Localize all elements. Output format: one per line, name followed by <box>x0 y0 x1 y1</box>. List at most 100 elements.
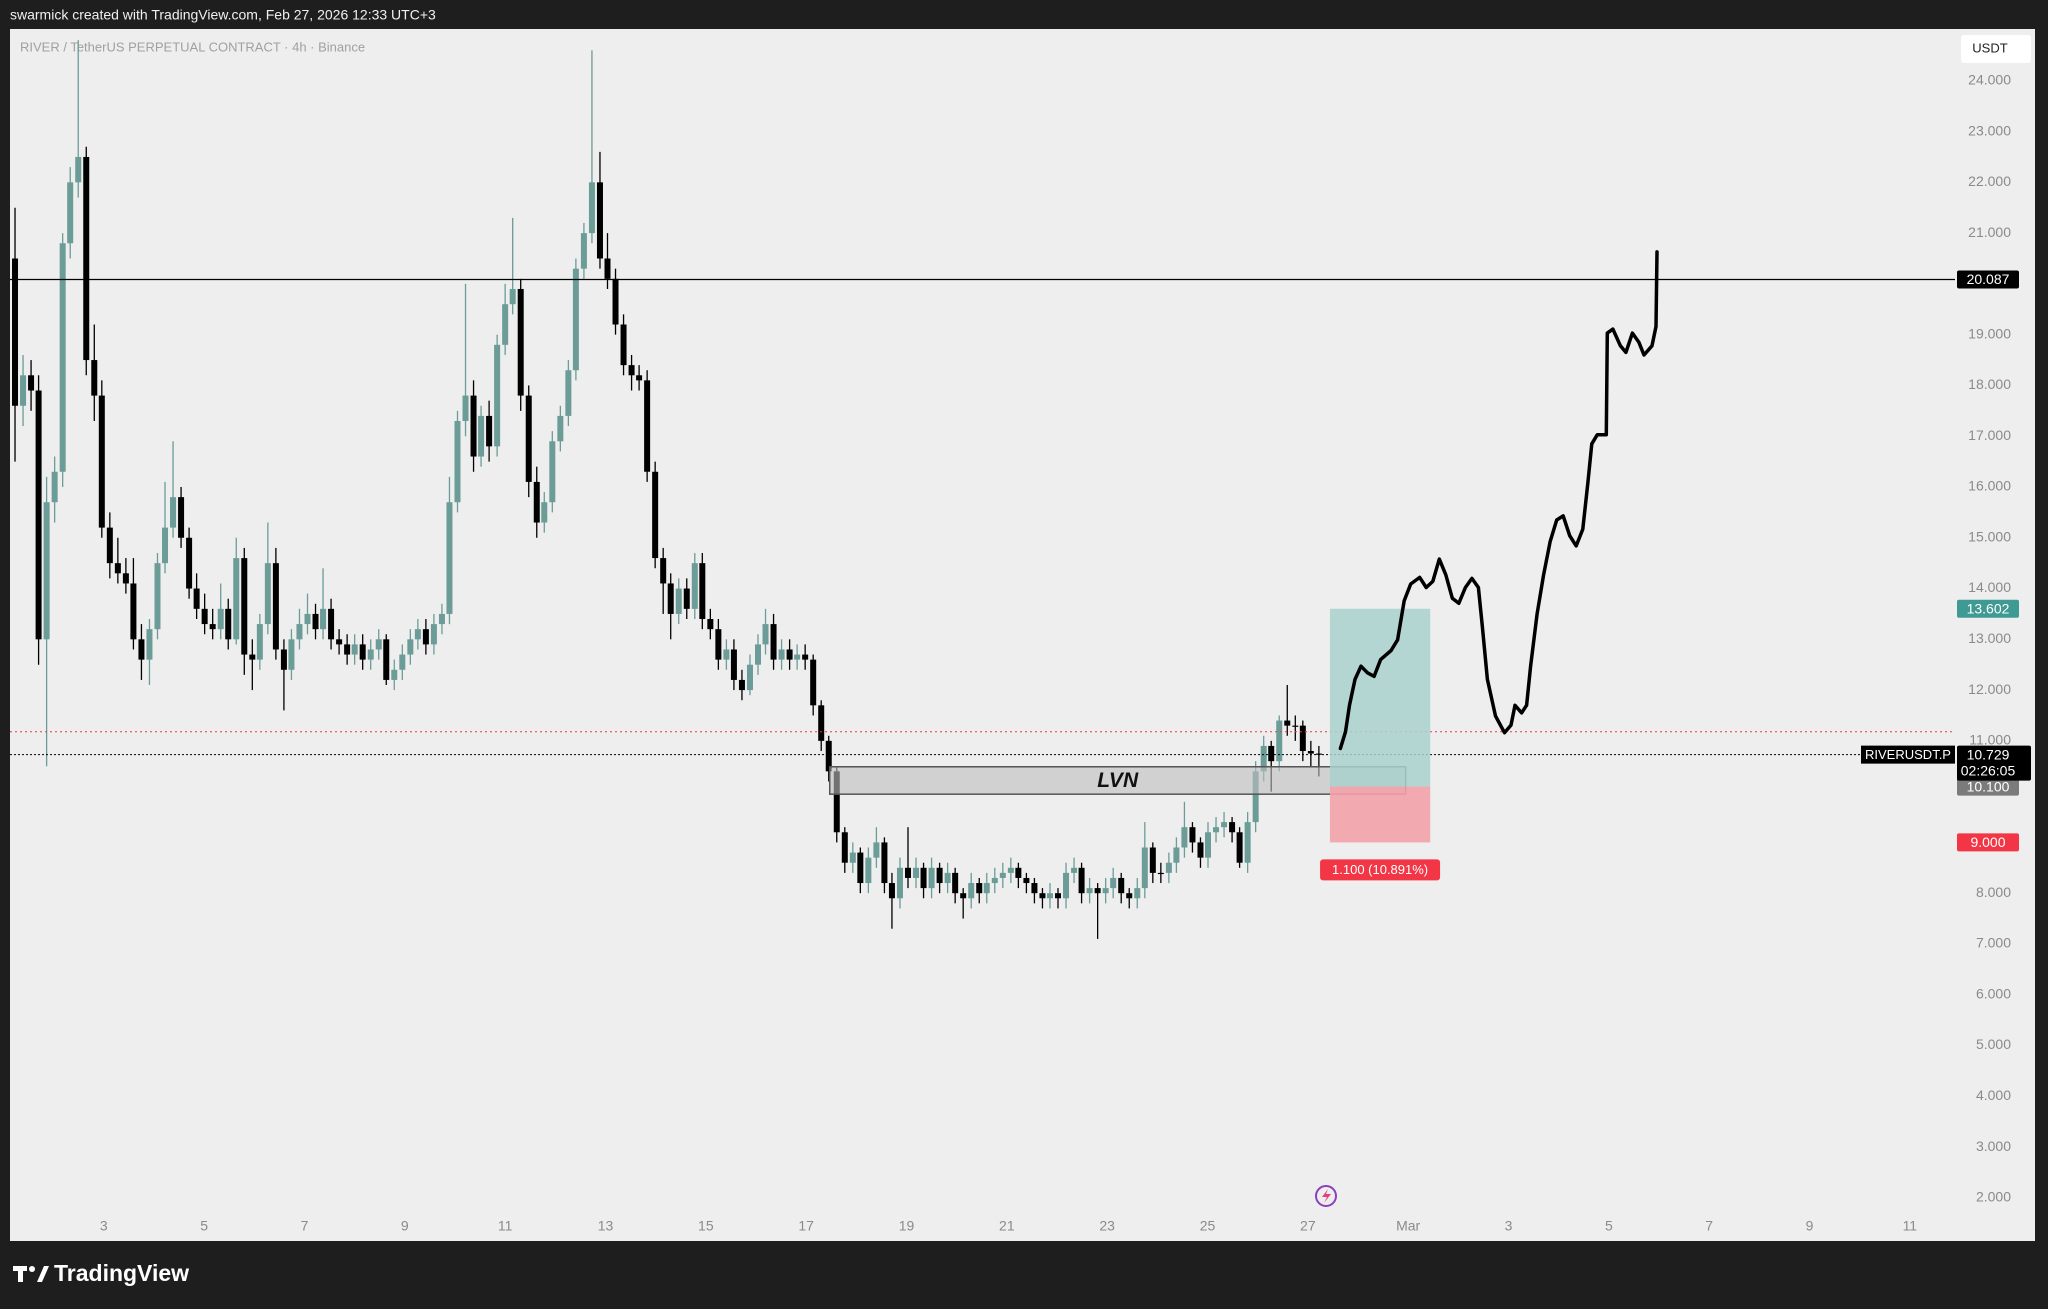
candle-body <box>122 573 129 584</box>
candle-body <box>1031 883 1038 894</box>
candle-body <box>778 649 785 660</box>
candle-body <box>1268 745 1275 762</box>
candle-body <box>178 497 185 538</box>
horizontal-line-label-box <box>1957 270 2019 289</box>
candle-body <box>746 664 753 691</box>
candle-body <box>1181 827 1188 848</box>
candle-body <box>367 649 374 660</box>
entry-label: 10.100 <box>1967 778 2010 794</box>
candle-body <box>272 563 279 650</box>
y-tick-label: 3.000 <box>1976 1138 2011 1154</box>
candle-body <box>264 563 271 625</box>
candle-body <box>83 156 90 361</box>
candle-body <box>454 420 461 503</box>
candle-body <box>660 558 667 584</box>
risk-label: 1.100 (10.891%) <box>1332 862 1428 877</box>
candle-body <box>28 375 35 391</box>
candle-body <box>170 497 177 528</box>
candle-body <box>280 649 287 670</box>
x-tick-label: 17 <box>798 1218 814 1234</box>
y-tick-label: 12.000 <box>1968 681 2011 697</box>
candle-body <box>312 613 319 630</box>
candle-body <box>201 608 208 625</box>
candle-body <box>1276 720 1283 762</box>
candle-body <box>502 304 509 345</box>
candle-body <box>1046 893 1053 899</box>
candle-body <box>351 644 358 655</box>
y-tick-label: 7.000 <box>1976 935 2011 951</box>
stop-label-box <box>1957 833 2019 852</box>
candle-body <box>557 415 564 442</box>
candle-body <box>1023 877 1030 884</box>
candle-body <box>407 639 414 655</box>
candle-body <box>193 588 200 609</box>
brand-logo <box>13 1266 49 1282</box>
candle-body <box>802 654 809 660</box>
candle-body <box>565 370 572 416</box>
candle-body <box>1165 862 1172 873</box>
candle-body <box>51 471 58 503</box>
lightning-icon <box>1315 1185 1337 1207</box>
candle-body <box>422 629 429 645</box>
candle-body <box>810 659 817 706</box>
candle-body <box>691 563 698 609</box>
entry-label-box <box>1957 777 2019 796</box>
candle-body <box>920 867 927 889</box>
candle-body <box>138 639 145 660</box>
candle-body <box>209 624 216 630</box>
candle-body <box>486 415 493 447</box>
candle-body <box>968 883 975 899</box>
candle-body <box>952 872 959 894</box>
candle-body <box>675 588 682 614</box>
candle-body <box>375 639 382 650</box>
x-tick-label: 21 <box>999 1218 1015 1234</box>
candle-body <box>825 740 832 772</box>
y-tick-label: 21.000 <box>1968 224 2011 240</box>
candle-body <box>580 233 587 269</box>
x-tick-label: 11 <box>1903 1218 1918 1234</box>
candle-body <box>114 563 121 574</box>
candle-body <box>1007 867 1014 873</box>
y-tick-label: 8.000 <box>1976 884 2011 900</box>
profit-zone <box>1329 608 1431 787</box>
candle-body <box>35 390 42 640</box>
candle-body <box>98 395 105 528</box>
stop-label: 9.000 <box>1970 834 2005 850</box>
loss-zone <box>1329 786 1431 843</box>
candle-body <box>462 395 469 421</box>
candle-body <box>525 395 532 482</box>
candle-body <box>762 624 769 645</box>
x-tick-label: 19 <box>899 1218 915 1234</box>
candle-body <box>636 375 643 381</box>
candle-body <box>738 679 745 691</box>
candle-body <box>67 182 74 244</box>
candle-body <box>1213 827 1220 833</box>
candle-body <box>730 649 737 680</box>
candle-body <box>1173 847 1180 863</box>
candle-body <box>541 502 548 523</box>
candle-body <box>336 639 343 645</box>
currency[interactable]: USDT <box>1972 40 2007 55</box>
x-tick-label: Mar <box>1396 1218 1420 1234</box>
candle-body <box>1229 822 1236 833</box>
countdown-label: 02:26:05 <box>1961 762 2016 778</box>
candle-body <box>1015 867 1022 878</box>
candle-body <box>233 558 240 640</box>
candle-body <box>509 288 516 305</box>
plot: 2.000 3.000 4.000 5.000 6.000 7.000 8.000 9.000… <box>10 40 2031 1234</box>
candle-body <box>20 375 27 406</box>
x-tick-label: 7 <box>1705 1218 1713 1234</box>
candle-body <box>1086 888 1093 894</box>
candle-body <box>494 344 501 447</box>
candle-body <box>304 613 311 625</box>
candle-body <box>399 654 406 670</box>
candle-body <box>944 872 951 884</box>
candle-body <box>667 583 674 614</box>
currency-button[interactable] <box>1961 35 2031 63</box>
candle-body <box>217 608 224 630</box>
y-tick-label: 6.000 <box>1976 985 2011 1001</box>
candle-body <box>414 629 421 640</box>
x-tick-label: 25 <box>1200 1218 1216 1234</box>
last-price-box <box>1957 745 2031 781</box>
